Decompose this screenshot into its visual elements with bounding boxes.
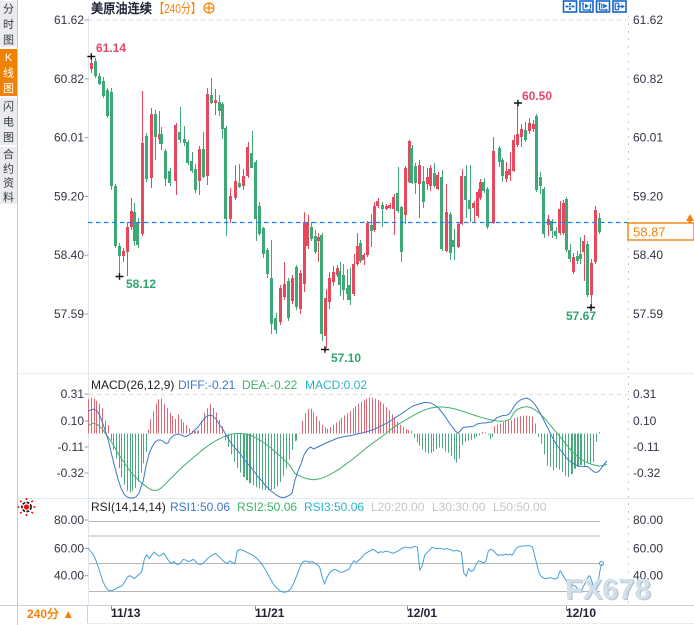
- svg-text:DEA:-0.22: DEA:-0.22: [242, 378, 298, 392]
- svg-text:0.31: 0.31: [633, 387, 657, 401]
- svg-text:57.67: 57.67: [566, 309, 596, 323]
- svg-text:FX678: FX678: [565, 574, 650, 606]
- svg-text:RSI(14,14,14): RSI(14,14,14): [91, 500, 166, 514]
- svg-text:L20:20.00: L20:20.00: [371, 500, 425, 514]
- svg-text:FX678: FX678: [567, 575, 652, 607]
- svg-text:电: 电: [3, 116, 14, 129]
- svg-text:58.12: 58.12: [126, 277, 156, 291]
- svg-text:40.00: 40.00: [633, 569, 663, 583]
- svg-text:图: 图: [3, 82, 14, 95]
- svg-text:240分 ▲: 240分 ▲: [27, 606, 74, 621]
- svg-text:MACD(26,12,9): MACD(26,12,9): [91, 378, 174, 392]
- svg-text:61.62: 61.62: [633, 13, 663, 27]
- svg-text:58.40: 58.40: [633, 248, 663, 262]
- svg-text:0.31: 0.31: [61, 387, 85, 401]
- svg-text:MACD:0.02: MACD:0.02: [305, 378, 367, 392]
- svg-text:【240分】: 【240分】: [154, 1, 201, 16]
- svg-text:分: 分: [3, 3, 14, 16]
- svg-text:RSI1:50.06: RSI1:50.06: [170, 500, 230, 514]
- svg-text:60.00: 60.00: [54, 542, 84, 556]
- svg-text:61.62: 61.62: [54, 13, 84, 27]
- svg-text:57.59: 57.59: [54, 307, 84, 321]
- svg-text:11/21: 11/21: [255, 606, 285, 620]
- svg-text:DIFF:-0.21: DIFF:-0.21: [178, 378, 236, 392]
- svg-text:60.00: 60.00: [633, 542, 663, 556]
- svg-text:图: 图: [3, 131, 14, 144]
- svg-text:约: 约: [3, 162, 14, 175]
- svg-text:线: 线: [3, 66, 14, 80]
- svg-text:60.50: 60.50: [522, 89, 552, 103]
- svg-text:L50:50.00: L50:50.00: [493, 500, 547, 514]
- svg-text:0.10: 0.10: [61, 414, 85, 428]
- svg-text:57.59: 57.59: [633, 307, 663, 321]
- svg-text:-0.32: -0.32: [57, 466, 85, 480]
- svg-text:时: 时: [3, 18, 14, 31]
- svg-text:资: 资: [3, 177, 14, 190]
- svg-text:-0.11: -0.11: [58, 440, 85, 454]
- svg-text:12/01: 12/01: [407, 606, 437, 620]
- svg-text:58.40: 58.40: [54, 248, 84, 262]
- svg-text:58.87: 58.87: [633, 225, 666, 240]
- svg-text:美原油连续: 美原油连续: [91, 1, 152, 16]
- svg-text:80.00: 80.00: [633, 513, 663, 527]
- svg-text:11/13: 11/13: [111, 606, 141, 620]
- svg-text:60.82: 60.82: [54, 72, 84, 86]
- svg-text:0.10: 0.10: [633, 414, 657, 428]
- svg-text:80.00: 80.00: [54, 513, 84, 527]
- svg-text:图: 图: [3, 33, 14, 46]
- svg-text:60.01: 60.01: [54, 131, 84, 145]
- svg-text:料: 料: [3, 190, 14, 204]
- svg-text:RSI2:50.06: RSI2:50.06: [237, 500, 297, 514]
- svg-text:61.14: 61.14: [96, 41, 126, 55]
- svg-text:59.20: 59.20: [54, 189, 84, 203]
- svg-text:闪: 闪: [3, 99, 14, 113]
- svg-text:-0.32: -0.32: [633, 466, 661, 480]
- svg-text:L30:30.00: L30:30.00: [432, 500, 486, 514]
- svg-text:K: K: [5, 52, 13, 64]
- svg-text:60.01: 60.01: [633, 131, 663, 145]
- svg-text:60.82: 60.82: [633, 72, 663, 86]
- svg-text:59.20: 59.20: [633, 189, 663, 203]
- svg-text:合: 合: [3, 147, 14, 161]
- svg-text:-0.11: -0.11: [633, 440, 660, 454]
- svg-text:12/10: 12/10: [566, 606, 596, 620]
- svg-text:40.00: 40.00: [54, 569, 84, 583]
- svg-text:57.10: 57.10: [331, 351, 361, 365]
- svg-text:RSI3:50.06: RSI3:50.06: [304, 500, 364, 514]
